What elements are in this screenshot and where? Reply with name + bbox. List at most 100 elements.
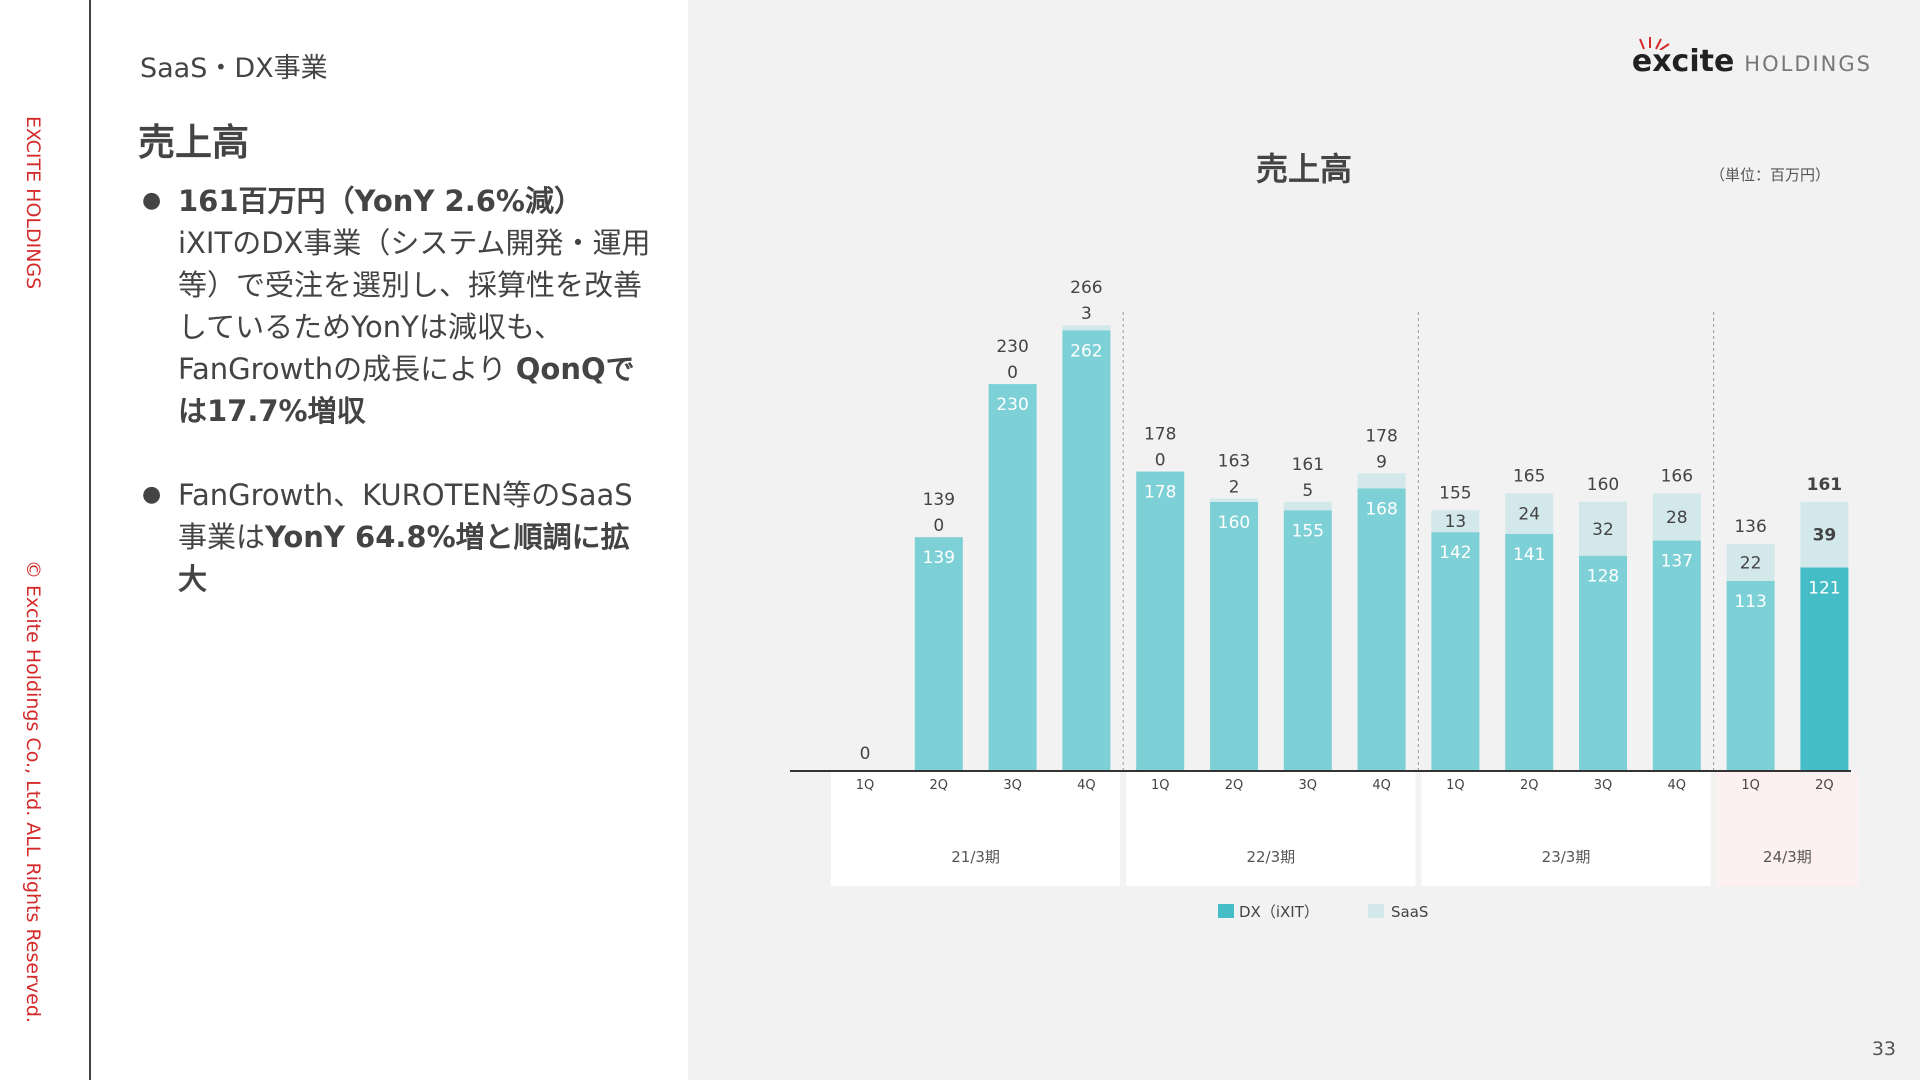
period-label: 22/3期: [1246, 848, 1295, 866]
bullet-item: ● 161百万円（YonY 2.6%減） iXITのDX事業（システム開発・運用…: [138, 180, 658, 432]
bar-dx: [1652, 540, 1701, 771]
bar-dx: [1357, 488, 1406, 771]
total-label: 160: [1587, 475, 1619, 495]
bar-saas: [1283, 501, 1332, 511]
bar-saas: [1062, 325, 1111, 331]
bar-dx: [1800, 567, 1849, 771]
x-tick-label: 1Q: [1151, 778, 1170, 793]
bar-dx: [1210, 501, 1258, 771]
bar-saas: [1652, 493, 1701, 541]
bar-saas: [1505, 493, 1554, 534]
dx-value-label: 168: [1365, 499, 1397, 519]
dx-value-label: 160: [1218, 513, 1250, 533]
company-logo: excite HOLDINGS: [1632, 37, 1872, 79]
saas-value-label: 9: [1376, 452, 1387, 472]
saas-value-label: 5: [1302, 481, 1313, 501]
x-tick-label: 2Q: [1520, 778, 1539, 793]
saas-value-label: 3: [1081, 304, 1092, 324]
bar-dx: [1579, 555, 1627, 771]
period-label: 21/3期: [951, 848, 1000, 866]
total-label: 230: [996, 337, 1028, 357]
logo-subtitle: HOLDINGS: [1744, 52, 1872, 76]
bar-dx: [988, 384, 1037, 771]
total-label: 0: [860, 744, 871, 764]
legend-swatch-saas: [1368, 904, 1384, 918]
dx-value-label: 113: [1734, 592, 1766, 612]
x-tick-label: 4Q: [1668, 778, 1687, 793]
period-box: [831, 772, 1121, 886]
bullet-list: ● 161百万円（YonY 2.6%減） iXITのDX事業（システム開発・運用…: [138, 180, 658, 642]
bar-saas: [1210, 498, 1258, 502]
dx-value-label: 155: [1292, 521, 1324, 541]
bar-saas: [1357, 473, 1406, 489]
saas-value-label: 32: [1592, 520, 1614, 540]
dx-value-label: 141: [1513, 545, 1545, 565]
dx-value-label: 121: [1808, 578, 1840, 598]
legend-label-dx: DX（iXIT）: [1239, 903, 1319, 921]
x-tick-label: 3Q: [1594, 778, 1613, 793]
total-label: 166: [1661, 466, 1693, 486]
bullet-item: ● FanGrowth、KUROTEN等のSaaS事業はYonY 64.8%増と…: [138, 474, 658, 600]
bar-dx: [1726, 580, 1775, 771]
x-tick-label: 3Q: [1003, 778, 1022, 793]
x-tick-label: 1Q: [1446, 778, 1465, 793]
x-tick-label: 4Q: [1077, 778, 1096, 793]
total-label: 136: [1734, 517, 1766, 537]
dx-value-label: 230: [996, 395, 1028, 415]
page-heading: 売上高: [138, 121, 249, 164]
period-box: [1421, 772, 1711, 886]
bullet-tail: QonQでは17.7%増収: [178, 352, 635, 428]
legend-swatch-dx: [1218, 904, 1234, 918]
x-tick-label: 1Q: [856, 778, 875, 793]
x-tick-label: 2Q: [1815, 778, 1834, 793]
total-label: 266: [1070, 278, 1102, 298]
dx-value-label: 142: [1439, 543, 1471, 563]
total-label: 178: [1365, 426, 1397, 446]
bar-dx: [1283, 510, 1332, 771]
dx-value-label: 137: [1661, 552, 1693, 572]
bullet-dot-icon: ●: [142, 188, 162, 213]
saas-value-label: 2: [1229, 477, 1240, 497]
x-tick-label: 2Q: [930, 778, 949, 793]
dx-value-label: 262: [1070, 341, 1102, 361]
bullet-dot-icon: ●: [142, 482, 162, 507]
left-panel: SaaS・DX事業 売上高 ● 161百万円（YonY 2.6%減） iXITの…: [91, 0, 688, 1080]
logo-rays-icon: [1638, 37, 1670, 50]
section-title: SaaS・DX事業: [140, 53, 328, 84]
x-tick-label: 1Q: [1741, 778, 1760, 793]
bar-dx: [914, 537, 963, 771]
chart-unit: （単位：百万円）: [1709, 166, 1830, 184]
sidebar: EXCITE HOLDINGS © Excite Holdings Co., L…: [0, 0, 91, 1080]
x-tick-label: 3Q: [1299, 778, 1318, 793]
legend-label-saas: SaaS: [1391, 903, 1428, 921]
saas-value-label: 39: [1813, 526, 1837, 546]
sidebar-brand: EXCITE HOLDINGS: [22, 116, 44, 290]
saas-value-label: 13: [1445, 512, 1467, 532]
period-label: 24/3期: [1763, 848, 1812, 866]
saas-value-label: 0: [933, 516, 944, 536]
chart-panel: excite HOLDINGS 売上高 （単位：百万円） 21/3期 22/3期 2…: [688, 0, 1920, 1080]
x-tick-label: 4Q: [1372, 778, 1391, 793]
total-label: 161: [1807, 475, 1843, 495]
x-tick-label: 2Q: [1225, 778, 1244, 793]
period-box: [1716, 772, 1859, 886]
bar-dx: [1505, 533, 1554, 771]
saas-value-label: 22: [1740, 553, 1762, 573]
dx-value-label: 139: [923, 548, 955, 568]
page-number: 33: [1871, 1038, 1896, 1060]
dx-value-label: 178: [1144, 483, 1176, 503]
revenue-chart: 21/3期 22/3期 23/3期 24/3期01Q13901392Q23002303…: [790, 278, 1859, 921]
sidebar-copyright: © Excite Holdings Co., Ltd. ALL Rights R…: [22, 560, 44, 1023]
bullet-lead: 161百万円（YonY 2.6%減）: [178, 184, 583, 218]
excite-logo-mark: excite: [1632, 37, 1734, 79]
bar-dx: [1136, 471, 1185, 771]
bar-saas: [1800, 501, 1849, 568]
saas-value-label: 0: [1155, 451, 1166, 471]
total-label: 155: [1439, 483, 1471, 503]
total-label: 165: [1513, 466, 1545, 486]
total-label: 139: [923, 490, 955, 510]
bar-saas: [1431, 510, 1480, 533]
bullet-text: iXITのDX事業（システム開発・運用等）で受注を選別し、採算性を改善しているた…: [178, 226, 651, 386]
bar-saas: [1726, 543, 1775, 581]
bar-dx: [1431, 532, 1480, 771]
